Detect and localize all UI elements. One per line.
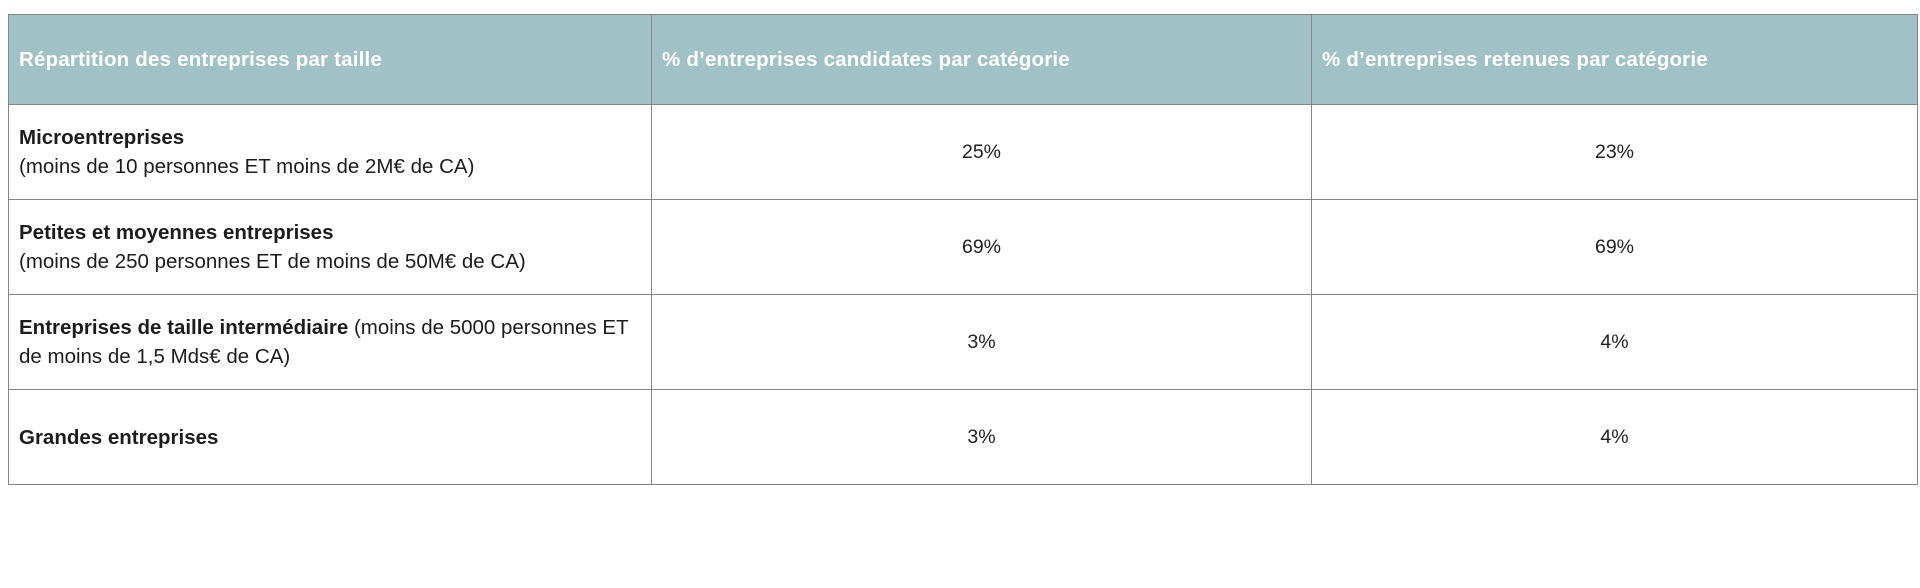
row-label-cell: Microentreprises (moins de 10 personnes … — [8, 104, 652, 200]
table-row-microentreprises: Microentreprises (moins de 10 personnes … — [8, 104, 1918, 200]
row-label-cell: Petites et moyennes entreprises (moins d… — [8, 199, 652, 295]
retenues-cell: 4% — [1311, 294, 1918, 390]
table-row-pme: Petites et moyennes entreprises (moins d… — [8, 199, 1918, 295]
header-repartition-taille: Répartition des entreprises par taille — [8, 14, 652, 105]
candidates-cell: 3% — [651, 294, 1312, 390]
table-row-eti: Entreprises de taille intermédiaire (moi… — [8, 294, 1918, 390]
row-description: (moins de 5000 personnes ET de moins de … — [19, 316, 629, 368]
retenues-cell: 23% — [1311, 104, 1918, 200]
row-description: (moins de 10 personnes ET moins de 2M€ d… — [19, 155, 475, 178]
row-name: Entreprises de taille intermédiaire — [19, 316, 349, 339]
header-pct-candidates: % d’entreprises candidates par catégorie — [651, 14, 1312, 105]
row-name: Petites et moyennes entreprises — [19, 221, 334, 244]
table-row-grandes-entreprises: Grandes entreprises 3% 4% — [8, 389, 1918, 485]
candidates-cell: 3% — [651, 389, 1312, 485]
retenues-cell: 4% — [1311, 389, 1918, 485]
header-pct-retenues: % d’entreprises retenues par catégorie — [1311, 14, 1918, 105]
row-name: Grandes entreprises — [19, 425, 219, 449]
company-size-table: Répartition des entreprises par taille %… — [8, 14, 1918, 485]
candidates-cell: 69% — [651, 199, 1312, 295]
row-label-cell: Entreprises de taille intermédiaire (moi… — [8, 294, 652, 390]
header-row: Répartition des entreprises par taille %… — [8, 14, 1918, 105]
retenues-cell: 69% — [1311, 199, 1918, 295]
row-description: (moins de 250 personnes ET de moins de 5… — [19, 250, 526, 273]
row-name: Microentreprises — [19, 126, 185, 149]
candidates-cell: 25% — [651, 104, 1312, 200]
row-label-cell: Grandes entreprises — [8, 389, 652, 485]
